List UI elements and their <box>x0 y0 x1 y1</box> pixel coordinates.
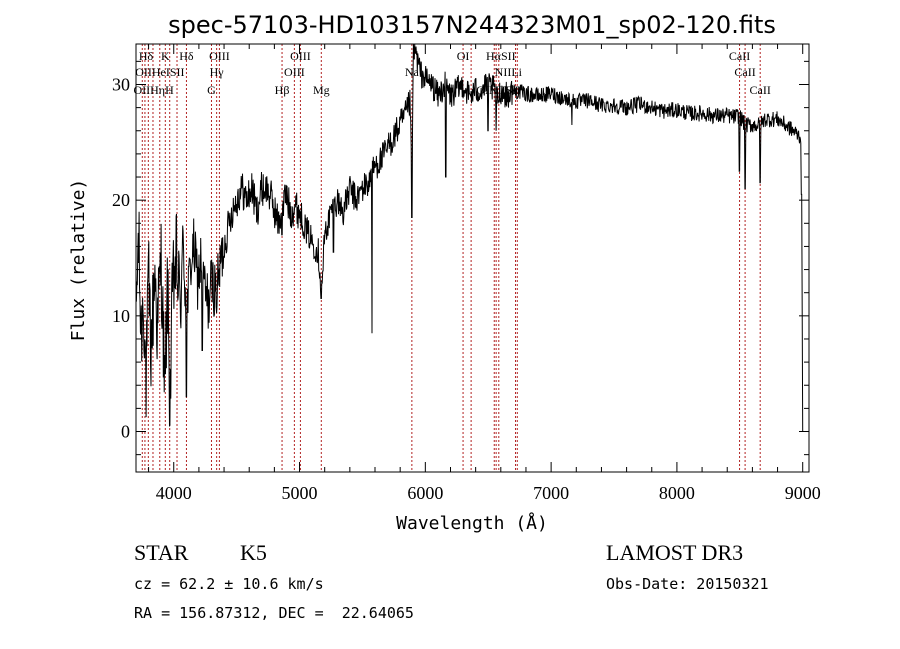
line-label-10: OIII <box>284 65 305 79</box>
line-label-16: Hβ <box>275 83 290 97</box>
survey-name: LAMOST DR3 <box>606 540 744 565</box>
line-label-8: OIIHeISII <box>135 65 184 79</box>
line-label-14: OIIHηH <box>133 83 174 97</box>
y-tick-label-10: 10 <box>112 306 130 326</box>
x-axis-ticks: 4000 5000 6000 7000 8000 9000 <box>148 44 821 503</box>
x-axis-label: Wavelength (Å) <box>396 512 548 534</box>
line-label-2: Hδ <box>179 49 194 63</box>
line-label-9: Hγ <box>210 65 225 79</box>
line-label-12: NIILi <box>495 65 523 79</box>
line-label-5: OI <box>457 49 470 63</box>
chart-title: spec-57103-HD103157N244323M01_sp02-120.f… <box>168 11 776 39</box>
x-tick-label-9000: 9000 <box>785 483 821 503</box>
y-axis-ticks: 0 10 20 30 <box>112 60 809 456</box>
coordinates: RA = 156.87312, DEC = 22.64065 <box>134 604 414 622</box>
x-tick-label-5000: 5000 <box>282 483 318 503</box>
x-tick-label-7000: 7000 <box>533 483 569 503</box>
emission-line-markers <box>141 44 761 472</box>
line-label-7: CaII <box>729 49 750 63</box>
line-label-15: G <box>207 83 216 97</box>
line-label-3: OIII <box>209 49 230 63</box>
y-tick-label-20: 20 <box>112 190 130 210</box>
emission-line-labels: Hδ K Hδ OIII OIII OI HαSII CaII OIIHeISII Hγ OIII N… <box>133 49 770 97</box>
redshift-velocity: cz = 62.2 ± 10.6 km/s <box>134 575 324 593</box>
y-tick-label-30: 30 <box>112 74 130 94</box>
line-label-0: Hδ <box>139 49 154 63</box>
line-label-13: CaII <box>734 65 755 79</box>
observation-date: Obs-Date: 20150321 <box>606 575 769 593</box>
line-label-19: CaII <box>750 83 771 97</box>
x-tick-label-4000: 4000 <box>156 483 192 503</box>
object-subclass: K5 <box>240 540 267 565</box>
plot-frame <box>135 43 810 473</box>
x-tick-label-6000: 6000 <box>407 483 443 503</box>
line-label-1: K <box>161 49 170 63</box>
x-tick-label-8000: 8000 <box>659 483 695 503</box>
y-tick-label-0: 0 <box>121 422 130 442</box>
line-label-17: Mg <box>313 83 330 97</box>
line-label-4: OIII <box>290 49 311 63</box>
line-label-6: HαSII <box>486 49 516 63</box>
line-label-11: Na <box>405 65 420 79</box>
object-class: STAR <box>134 540 189 565</box>
y-axis-label: Flux (relative) <box>68 179 89 342</box>
spectrum-line <box>135 43 804 432</box>
